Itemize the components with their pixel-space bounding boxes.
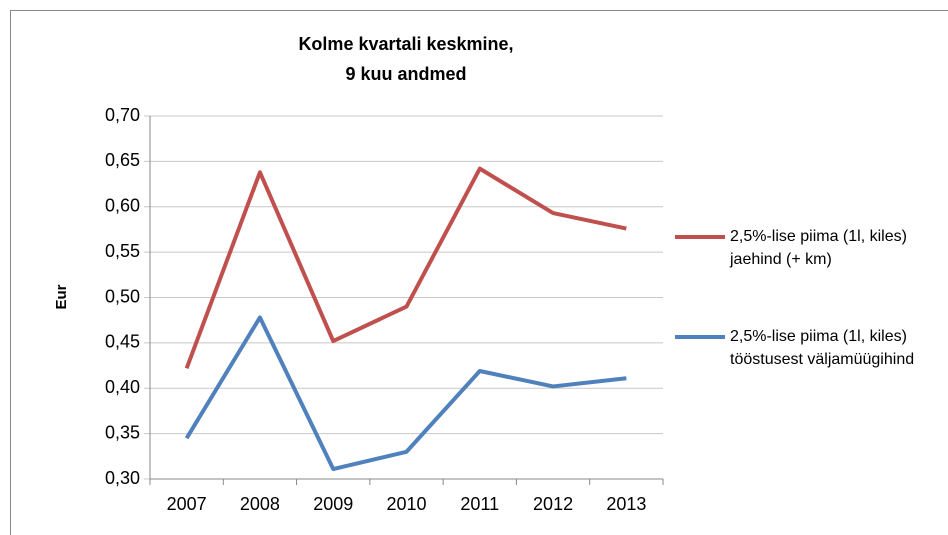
legend-label: 2,5%-lise piima (1l, kiles) jaehind (+ k… <box>730 228 907 268</box>
x-tick-label: 2008 <box>240 494 280 514</box>
y-tick-label: 0,55 <box>105 241 140 261</box>
x-tick-label: 2010 <box>386 494 426 514</box>
y-tick-label: 0,35 <box>105 422 140 442</box>
x-tick-label: 2011 <box>460 494 499 514</box>
y-tick-label: 0,45 <box>105 332 140 352</box>
y-tick-label: 0,30 <box>105 468 140 488</box>
y-tick-label: 0,40 <box>105 377 140 397</box>
y-axis-label: Eur <box>53 284 70 309</box>
y-tick-label: 0,50 <box>105 286 140 306</box>
chart-frame <box>10 10 948 535</box>
x-tick-label: 2007 <box>167 494 207 514</box>
series-line <box>184 315 627 472</box>
x-tick-label: 2013 <box>606 494 646 514</box>
chart-title: Kolme kvartali keskmine, <box>298 34 513 54</box>
y-tick-label: 0,65 <box>105 150 140 170</box>
series-line <box>184 166 627 369</box>
legend-label: 2,5%-lise piima (1l, kiles) tööstusest v… <box>730 328 915 368</box>
y-tick-label: 0,70 <box>105 105 140 125</box>
x-tick-label: 2009 <box>313 494 353 514</box>
chart-title: 9 kuu andmed <box>345 64 466 84</box>
y-tick-label: 0,60 <box>105 196 140 216</box>
x-tick-label: 2012 <box>533 494 573 514</box>
